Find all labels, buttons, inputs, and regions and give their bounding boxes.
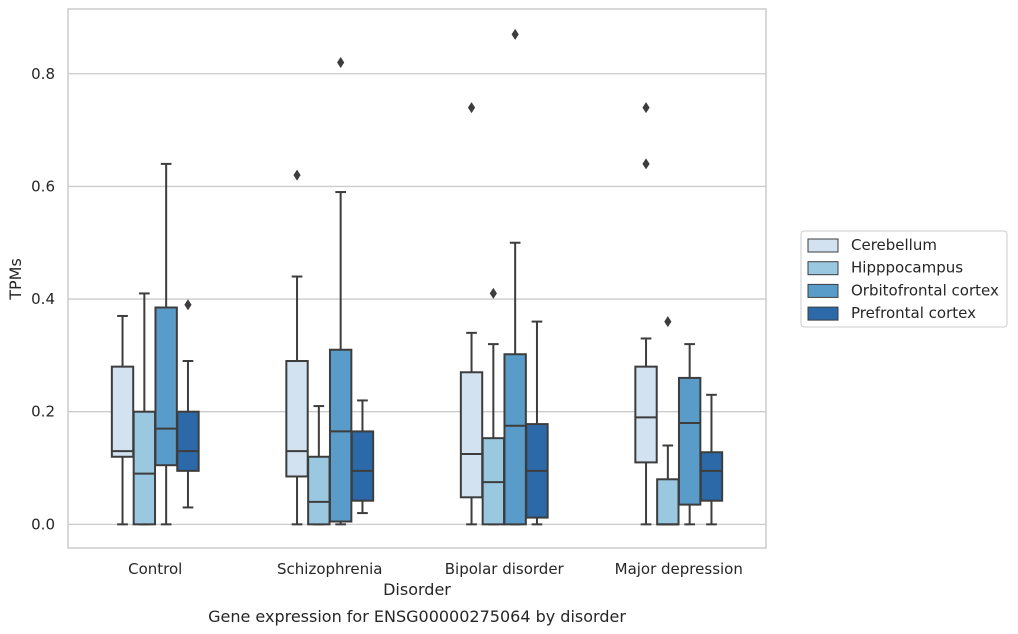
y-tick-label: 0.6: [31, 177, 55, 195]
box: [350, 399, 375, 515]
plot-area-frame: [67, 8, 767, 549]
series-group: [132, 287, 680, 526]
x-tick-label: Major depression: [615, 560, 743, 578]
box: [656, 316, 680, 526]
legend-swatch: [807, 261, 839, 276]
legend-frame: [800, 230, 1008, 328]
outlier-point: [293, 169, 301, 181]
outlier-point: [467, 102, 476, 114]
box: [154, 162, 178, 526]
x-tick-label: Control: [128, 560, 182, 578]
outlier-point: [642, 158, 650, 170]
outlier-point: [184, 299, 192, 311]
box: [328, 57, 353, 526]
chart-caption: Gene expression for ENSG00000275064 by d…: [208, 607, 626, 626]
box: [525, 320, 549, 526]
y-tick-label: 0.0: [31, 515, 55, 533]
box-iqr: [132, 410, 157, 526]
legend-swatch: [807, 306, 839, 321]
box-iqr: [307, 455, 331, 526]
box-iqr: [176, 410, 200, 472]
box-iqr: [503, 353, 527, 526]
box-series: [110, 28, 724, 526]
x-tick-label: Bipolar disorder: [445, 560, 565, 578]
box: [459, 102, 484, 526]
outlier-point: [337, 57, 345, 69]
box: [132, 292, 157, 526]
box: [677, 343, 702, 526]
outlier-point: [664, 316, 672, 328]
box-iqr: [110, 365, 135, 458]
series-group: [176, 299, 724, 526]
y-tick-label: 0.2: [31, 403, 55, 421]
outlier-point: [642, 102, 650, 114]
box-iqr: [350, 430, 375, 502]
legend-label: Hipppocampus: [851, 259, 963, 277]
box: [699, 393, 724, 526]
x-tick-label: Schizophrenia: [277, 560, 382, 578]
box-iqr: [699, 451, 724, 502]
y-axis-ticks: 0.0 0.2 0.4 0.6 0.8: [31, 65, 55, 534]
y-axis-label: TPMs: [6, 258, 25, 301]
legend: Cerebellum Hipppocampus Orbitofrontal cort…: [800, 230, 1008, 328]
box-iqr: [285, 360, 309, 478]
outlier-point: [511, 28, 519, 40]
box: [176, 299, 200, 509]
box: [285, 169, 309, 526]
legend-label: Prefrontal cortex: [851, 304, 976, 322]
legend-label: Orbitofrontal cortex: [851, 281, 999, 299]
box: [110, 314, 135, 526]
x-axis-label: Disorder: [383, 580, 451, 599]
legend-swatch: [807, 283, 839, 298]
box-iqr: [634, 365, 658, 464]
y-tick-label: 0.8: [31, 65, 55, 83]
box: [307, 405, 331, 526]
box-iqr: [459, 371, 484, 499]
legend-swatch: [807, 238, 839, 253]
x-axis-ticks: Control Schizophrenia Bipolar disorder Majo…: [128, 560, 743, 578]
box-iqr: [154, 306, 178, 467]
legend-label: Cerebellum: [851, 236, 937, 254]
box: [503, 28, 527, 526]
outlier-point: [489, 287, 497, 299]
box-iqr: [328, 348, 353, 523]
series-group: [154, 28, 702, 526]
box: [634, 102, 658, 526]
y-tick-label: 0.4: [31, 290, 55, 308]
box-iqr: [677, 376, 702, 506]
box: [481, 287, 506, 526]
box-iqr: [656, 478, 680, 526]
legend-items: Cerebellum Hipppocampus Orbitofrontal cort…: [807, 236, 999, 322]
